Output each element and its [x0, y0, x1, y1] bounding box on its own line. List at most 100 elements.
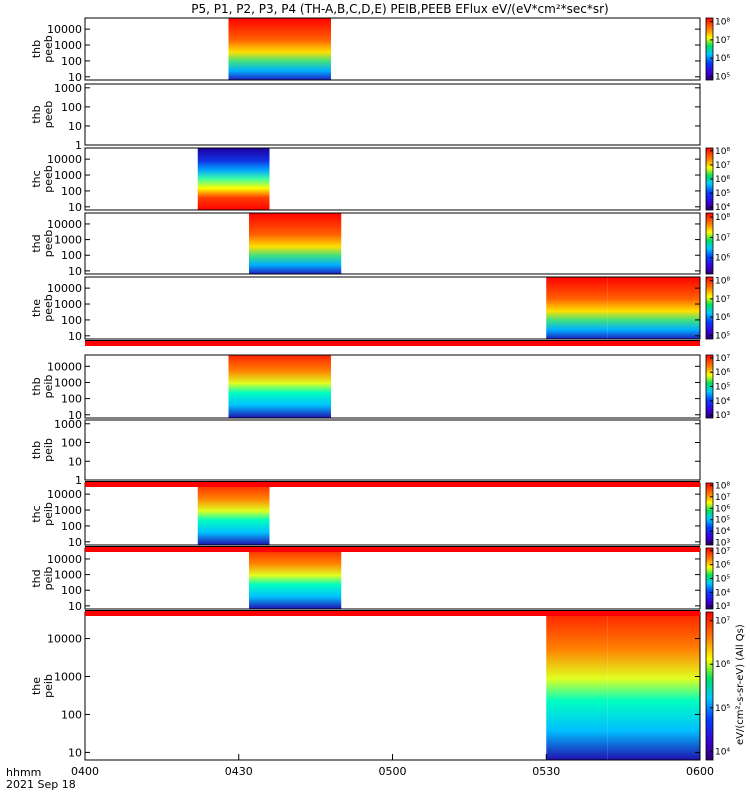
- cb-tick-label: 10⁶: [715, 175, 730, 185]
- panel-label-probe: thd: [30, 569, 43, 587]
- panel-frame: [84, 547, 701, 610]
- panel-10: 10 100 1000 10000 thepeib 10⁴ 10⁵ 10⁶ 10⁷: [30, 611, 730, 761]
- cb-tick-label: 10⁸: [715, 18, 730, 28]
- y-tick-label: 1000: [54, 82, 82, 95]
- spectrogram-block-2: [607, 612, 700, 760]
- y-tick-label: 10000: [47, 553, 82, 566]
- y-tick-label: 10: [68, 455, 82, 468]
- x-tick-label: 0530: [532, 765, 560, 778]
- y-tick-label: 10000: [47, 633, 82, 646]
- y-tick-label: 1000: [54, 569, 82, 582]
- cb-tick-label: 10⁸: [715, 147, 730, 157]
- spectrogram-block-1: [546, 612, 608, 760]
- cb-tick-label: 10⁴: [715, 397, 730, 407]
- cb-tick-label: 10⁴: [715, 747, 730, 757]
- cb-tick-label: 10³: [715, 602, 730, 612]
- colorbar: [705, 276, 714, 340]
- y-tick-label: 10: [68, 746, 82, 759]
- cb-tick-label: 10⁶: [715, 504, 730, 514]
- x-tick-label: 0500: [379, 765, 407, 778]
- panel-frame: [84, 276, 701, 340]
- spectrogram-block-1: [197, 483, 270, 545]
- panel-label: thdpeeb: [30, 230, 55, 258]
- y-tick-label: 10: [68, 536, 82, 549]
- panel-label-product: peeb: [42, 294, 55, 322]
- y-tick-label: 100: [61, 101, 82, 114]
- cb-tick-label: 10⁶: [715, 313, 730, 323]
- panel-label: thbpeib: [30, 438, 55, 462]
- panel-label: thepeib: [30, 674, 55, 698]
- spectrogram-block-1: [249, 213, 342, 274]
- panel-label-product: peeb: [42, 35, 55, 63]
- panel-stack: 10100100010000thbpeeb10⁵10⁶10⁷10⁸1101001…: [30, 17, 730, 761]
- cb-tick-label: 10³: [715, 539, 730, 549]
- cb-tick-label: 10⁶: [715, 561, 730, 571]
- y-tick-label: 10: [68, 409, 82, 422]
- y-tick-label: 1000: [54, 39, 82, 52]
- cb-tick-label: 10⁷: [715, 617, 730, 627]
- panel-frame: [84, 419, 701, 481]
- panel-label: thepeeb: [30, 294, 55, 322]
- panel-frame: [84, 354, 701, 419]
- flag-bar-edge: [85, 481, 700, 482]
- cb-tick-label: 10⁶: [715, 660, 730, 670]
- y-tick-label: 100: [61, 249, 82, 262]
- panel-label-product: peib: [42, 375, 55, 399]
- figure-title: P5, P1, P2, P3, P4 (TH-A,B,C,D,E) PEIB,P…: [191, 2, 608, 16]
- y-tick-label: 100: [61, 185, 82, 198]
- cb-tick-label: 10⁶: [715, 254, 730, 264]
- colorbar: [705, 212, 714, 275]
- cb-tick-label: 10⁵: [715, 331, 730, 341]
- panel-label: thdpeib: [30, 567, 55, 591]
- y-tick-label: 1000: [54, 169, 82, 182]
- colorbar: [705, 482, 714, 546]
- y-tick-label: 100: [61, 314, 82, 327]
- flag-bar-1: [85, 341, 700, 346]
- cb-tick-label: 10⁴: [715, 588, 730, 598]
- panel-label: thcpeeb: [30, 165, 55, 193]
- spectrogram-block-1: [249, 548, 342, 609]
- panel-label-probe: thc: [30, 170, 43, 187]
- y-tick-label: 10: [68, 120, 82, 133]
- panel-6: 10 100 1000 10000 thbpeib 10³ 10⁴ 10⁵ 10⁶ 10⁷: [30, 354, 730, 422]
- y-tick-label: 10000: [47, 488, 82, 501]
- y-tick-label: 10: [68, 71, 82, 84]
- flag-bar-edge: [85, 340, 700, 341]
- panel-frame: [84, 17, 701, 81]
- cb-tick-label: 10³: [715, 411, 730, 421]
- y-tick-label: 1: [75, 139, 82, 152]
- y-tick-label: 100: [61, 584, 82, 597]
- y-tick-label: 10000: [47, 218, 82, 231]
- cb-tick-label: 10⁸: [715, 481, 730, 491]
- panel-label-probe: thb: [30, 377, 43, 395]
- x-tick-label: 0400: [71, 765, 99, 778]
- cb-tick-label: 10⁶: [715, 368, 730, 378]
- spectrogram-block-1: [197, 148, 270, 210]
- y-tick-label: 100: [61, 393, 82, 406]
- flag-bar-2: [85, 482, 700, 487]
- y-tick-label: 1000: [54, 298, 82, 311]
- spectrogram-block-2: [607, 277, 700, 339]
- panel-label-probe: thb: [30, 105, 43, 123]
- panel-label-probe: thb: [30, 40, 43, 58]
- panel-label-probe: the: [30, 677, 43, 695]
- cb-tick-label: 10⁵: [715, 189, 730, 199]
- y-tick-label: 10000: [47, 23, 82, 36]
- panel-label: thbpeeb: [30, 101, 55, 129]
- cb-tick-label: 10⁸: [715, 277, 730, 287]
- spectrogram-block-1: [228, 18, 290, 80]
- panel-frame: [84, 83, 701, 146]
- cb-tick-label: 10⁷: [715, 493, 730, 503]
- flag-bars: [85, 340, 700, 616]
- panel-label-product: peib: [42, 567, 55, 591]
- panel-label-probe: thd: [30, 234, 43, 252]
- panel-label-product: peeb: [42, 165, 55, 193]
- panel-label-product: peeb: [42, 230, 55, 258]
- flag-bar-4: [85, 611, 700, 616]
- x-tick-label: 0430: [225, 765, 253, 778]
- cb-tick-label: 10⁵: [715, 72, 730, 82]
- panel-label-product: peeb: [42, 101, 55, 129]
